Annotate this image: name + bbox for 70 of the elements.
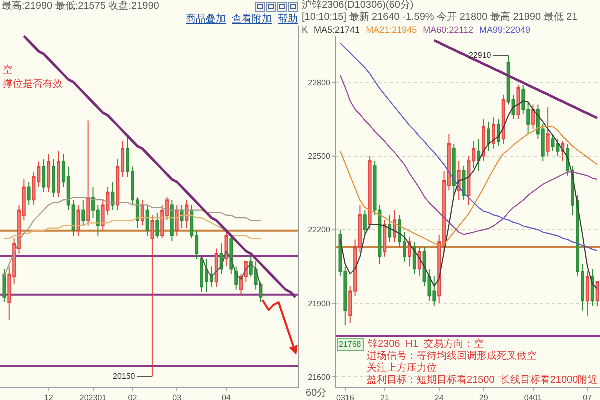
line-series	[340, 42, 598, 252]
candlestick	[57, 150, 60, 198]
candlestick	[452, 144, 456, 196]
text: 空	[3, 64, 13, 76]
text: K	[302, 24, 308, 36]
candlestick	[2, 268, 6, 304]
line-series	[340, 126, 598, 246]
line-series	[340, 100, 598, 290]
y-tick-label: 22200	[308, 226, 331, 235]
candlestick	[86, 120, 90, 226]
candlestick	[462, 166, 466, 201]
candlestick	[156, 212, 160, 240]
candlestick	[477, 138, 481, 172]
annotation: 锌2306 H1 交易方向：空	[367, 338, 484, 350]
text: MA5:21741	[314, 24, 360, 36]
candlestick	[111, 182, 115, 211]
candlestick	[230, 235, 234, 275]
annotation: 关注上方压力位	[367, 362, 437, 374]
y-tick-label: 21900	[308, 299, 331, 308]
candlestick	[140, 200, 144, 226]
line-series	[433, 39, 599, 120]
y-tick-label: 22500	[308, 152, 331, 162]
candlestick	[496, 118, 500, 147]
candlestick	[47, 154, 51, 193]
candlestick	[556, 138, 560, 157]
candlestick	[214, 248, 218, 288]
y-tick-label: 22800	[308, 78, 331, 88]
text: MA60:22112	[423, 24, 474, 36]
candlestick	[180, 204, 184, 229]
ref-line-label: 21768	[339, 340, 362, 349]
candlestick	[412, 242, 416, 275]
annotation: 22910	[469, 51, 492, 60]
candlestick	[418, 246, 422, 278]
text: 最高:21990 最低:21575 收盘:21990	[2, 0, 160, 13]
annotation: 盈利目标：短期目标看21500 长线目标看21000附近	[367, 374, 598, 386]
candlestick	[492, 116, 496, 150]
candlestick	[363, 210, 367, 236]
text: 撑位是否有效	[3, 78, 63, 90]
text: 60分	[306, 387, 328, 399]
candlestick	[586, 271, 590, 316]
candlestick	[175, 204, 179, 236]
text: MA99:22049	[479, 24, 531, 36]
candlestick	[482, 118, 486, 162]
candlestick	[546, 106, 550, 157]
text: 查看附加	[232, 13, 272, 26]
line-series	[340, 74, 598, 236]
candlestick	[82, 200, 86, 226]
text: MA21:21945	[366, 24, 418, 36]
text: 商品叠加	[186, 13, 226, 26]
text: 帮助	[278, 13, 298, 26]
text: [10:10:15] 最新 21640 -1.59% 今开 21800 最高 21990 最低 21	[302, 12, 578, 24]
candlestick	[368, 156, 372, 230]
candlestick	[27, 182, 31, 206]
candlestick	[42, 158, 46, 193]
candlestick	[383, 220, 387, 258]
candlestick	[388, 214, 392, 243]
candlestick	[150, 214, 154, 378]
candlestick	[76, 204, 80, 236]
candlestick	[502, 94, 506, 144]
candlestick	[551, 134, 555, 152]
y-tick-label: 21600	[308, 372, 331, 382]
candlestick	[52, 158, 56, 198]
candlestick	[487, 121, 490, 152]
candlestick	[590, 268, 594, 306]
annotation: 20150	[113, 372, 136, 381]
annotation: 进场信号：等待均线回调形成死叉做空	[367, 350, 537, 362]
candlestick	[408, 236, 412, 268]
candlestick	[532, 104, 535, 130]
candlestick	[516, 84, 520, 120]
candlestick	[170, 200, 174, 242]
